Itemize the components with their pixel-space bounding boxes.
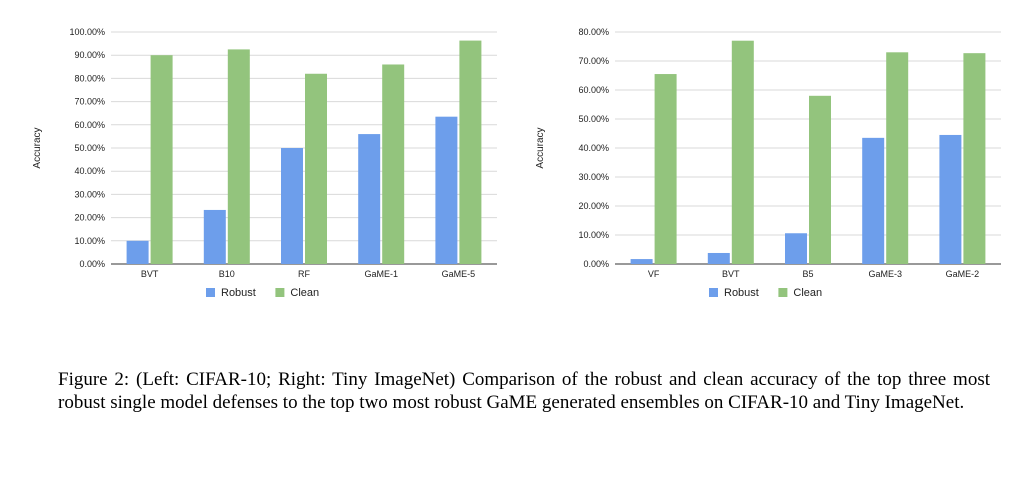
- x-tick-label: B10: [219, 269, 235, 279]
- y-tick-label: 60.00%: [74, 120, 105, 130]
- y-tick-label: 0.00%: [79, 259, 105, 269]
- y-tick-label: 70.00%: [74, 97, 105, 107]
- x-tick-label: BVT: [141, 269, 159, 279]
- bar-clean-rf: [305, 73, 327, 264]
- bar-clean-b10: [227, 49, 250, 265]
- bar-clean-game-1: [382, 64, 405, 264]
- y-tick-label: 50.00%: [74, 143, 105, 153]
- legend-label-clean: Clean: [290, 287, 319, 299]
- bar-robust-b5: [785, 233, 807, 264]
- x-tick-label: GaME-3: [868, 269, 902, 279]
- y-axis-label: Accuracy: [32, 127, 43, 168]
- y-tick-label: 10.00%: [578, 230, 609, 240]
- legend-label-robust: Robust: [724, 287, 759, 299]
- x-tick-label: B5: [802, 269, 813, 279]
- bar-robust-game-3: [862, 137, 885, 264]
- bar-clean-b5: [809, 95, 831, 264]
- x-tick-label: GaME-5: [442, 269, 476, 279]
- bar-robust-bvt: [707, 252, 730, 264]
- y-tick-label: 100.00%: [69, 27, 105, 37]
- figure-caption: Figure 2: (Left: CIFAR-10; Right: Tiny I…: [58, 369, 990, 413]
- legend-label-robust: Robust: [221, 287, 256, 299]
- x-tick-label: BVT: [722, 269, 740, 279]
- bar-robust-b10: [203, 209, 226, 264]
- bar-clean-bvt: [150, 55, 173, 265]
- bar-clean-bvt: [731, 40, 754, 265]
- legend-swatch-clean: [778, 288, 788, 297]
- bar-robust-rf: [281, 148, 303, 264]
- y-tick-label: 80.00%: [74, 73, 105, 83]
- bar-clean-game-5: [459, 40, 482, 264]
- bar-robust-game-2: [939, 134, 962, 264]
- chart-svg: 0.00% 10.00% 20.00% 30.00% 40.00% 50.00% 60.00…: [32, 27, 497, 299]
- y-axis-label: Accuracy: [535, 127, 546, 168]
- bar-robust-game-5: [435, 116, 458, 265]
- bar-robust-game-1: [358, 134, 381, 264]
- y-tick-label: 40.00%: [74, 166, 105, 176]
- x-tick-label: GaME-2: [946, 269, 980, 279]
- bar-clean-vf: [654, 74, 677, 264]
- y-tick-label: 30.00%: [74, 189, 105, 199]
- y-tick-label: 20.00%: [578, 201, 609, 211]
- chart-svg: 0.00% 10.00% 20.00% 30.00% 40.00% 50.00% 60.00…: [535, 27, 1001, 299]
- legend-label-clean: Clean: [793, 287, 822, 299]
- y-tick-label: 0.00%: [583, 259, 609, 269]
- x-tick-label: GaME-1: [364, 269, 398, 279]
- bar-robust-bvt: [126, 240, 149, 264]
- chart-cifar10: 0.00% 10.00% 20.00% 30.00% 40.00% 50.00% 60.00…: [0, 0, 512, 320]
- bar-robust-vf: [630, 259, 653, 264]
- legend-swatch-robust: [709, 288, 718, 297]
- y-tick-label: 40.00%: [578, 143, 609, 153]
- legend-swatch-clean: [275, 288, 285, 297]
- bar-clean-game-3: [886, 52, 909, 264]
- y-tick-label: 90.00%: [74, 50, 105, 60]
- x-tick-label: RF: [298, 269, 310, 279]
- y-tick-label: 70.00%: [578, 56, 609, 66]
- bar-clean-game-2: [963, 53, 986, 264]
- y-tick-label: 60.00%: [578, 85, 609, 95]
- x-tick-label: VF: [648, 269, 660, 279]
- legend-swatch-robust: [206, 288, 215, 297]
- y-tick-label: 20.00%: [74, 213, 105, 223]
- y-tick-label: 50.00%: [578, 114, 609, 124]
- chart-tiny-imagenet: 0.00% 10.00% 20.00% 30.00% 40.00% 50.00% 60.00…: [512, 0, 1024, 320]
- y-tick-label: 10.00%: [74, 236, 105, 246]
- y-tick-label: 80.00%: [578, 27, 609, 37]
- y-tick-label: 30.00%: [578, 172, 609, 182]
